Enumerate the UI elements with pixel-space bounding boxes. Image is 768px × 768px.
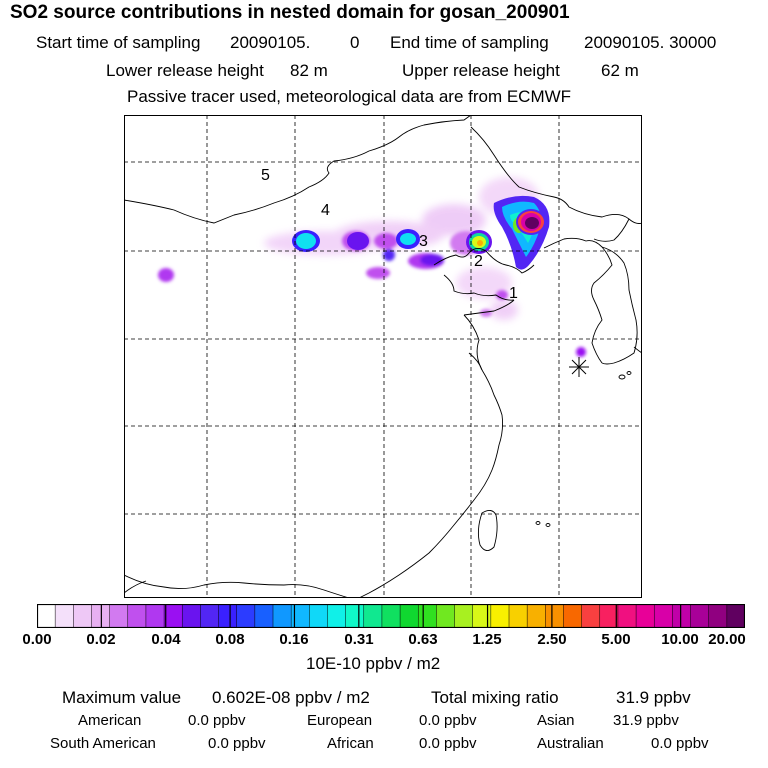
region-label-5: 5 bbox=[261, 167, 270, 184]
australian-value: 0.0 ppbv bbox=[651, 735, 709, 752]
colorbar-cell bbox=[708, 604, 728, 628]
colorbar-cell bbox=[145, 604, 165, 628]
lower-release-label: Lower release height bbox=[106, 61, 264, 80]
colorbar-cell bbox=[599, 604, 619, 628]
start-time-value: 20090105. bbox=[230, 33, 311, 52]
colorbar-cell bbox=[218, 604, 238, 628]
colorbar-unit: 10E-10 ppbv / m2 bbox=[306, 654, 441, 673]
american-label: American bbox=[78, 712, 142, 729]
colorbar-cell bbox=[726, 604, 745, 628]
colorbar-tick-7: 1.25 bbox=[472, 631, 502, 648]
colorbar-cell bbox=[327, 604, 347, 628]
colorbar-cell bbox=[490, 604, 510, 628]
colorbar-cell bbox=[399, 604, 419, 628]
start-time-hour: 0 bbox=[350, 33, 360, 52]
coastlines-borders bbox=[124, 115, 642, 598]
end-time-label: End time of sampling bbox=[390, 33, 549, 52]
colorbar-tick-10: 10.00 bbox=[661, 631, 699, 648]
colorbar-frame bbox=[37, 604, 745, 628]
colorbar-tick-6: 0.63 bbox=[408, 631, 438, 648]
colorbar-major-dividers bbox=[100, 604, 682, 628]
region-label-3: 3 bbox=[419, 233, 428, 250]
colorbar-cell bbox=[363, 604, 383, 628]
colorbar-cell bbox=[417, 604, 438, 628]
colorbar-cell bbox=[563, 604, 583, 628]
colorbar-tick-3: 0.08 bbox=[215, 631, 245, 648]
colorbar-cell bbox=[236, 604, 256, 628]
colorbar-cells bbox=[37, 604, 745, 628]
colorbar-cell bbox=[200, 604, 220, 628]
colorbar-cell bbox=[127, 604, 147, 628]
european-label: European bbox=[307, 712, 373, 729]
receptor-asterisk-icon bbox=[569, 357, 589, 377]
colorbar-cell bbox=[254, 604, 274, 628]
map-panel: 5 4 3 2 1 bbox=[124, 115, 642, 598]
lower-release-value: 82 m bbox=[290, 61, 328, 80]
colorbar-tick-2: 0.04 bbox=[151, 631, 181, 648]
colorbar-cell bbox=[181, 604, 202, 628]
colorbar-cell bbox=[109, 604, 129, 628]
max-value-label: Maximum value bbox=[62, 688, 182, 707]
colorbar-cell bbox=[472, 604, 492, 628]
colorbar-cell bbox=[653, 604, 674, 628]
colorbar-tick-0: 0.00 bbox=[22, 631, 52, 648]
upper-release-label: Upper release height bbox=[402, 61, 560, 80]
african-label: African bbox=[327, 735, 374, 752]
total-mixing-value: 31.9 ppbv bbox=[616, 688, 691, 707]
colorbar-cell bbox=[617, 604, 637, 628]
colorbar-cell bbox=[508, 604, 528, 628]
colorbar-tick-11: 20.00 bbox=[708, 631, 746, 648]
region-label-1: 1 bbox=[509, 285, 518, 302]
colorbar-cell bbox=[581, 604, 601, 628]
colorbar-cell bbox=[381, 604, 401, 628]
asian-label: Asian bbox=[537, 712, 575, 729]
colorbar-cell bbox=[309, 604, 329, 628]
start-time-label: Start time of sampling bbox=[36, 33, 201, 52]
total-mixing-label: Total mixing ratio bbox=[431, 688, 559, 707]
colorbar-cell bbox=[454, 604, 474, 628]
colorbar-cell bbox=[345, 604, 365, 628]
colorbar bbox=[37, 604, 745, 628]
colorbar-cell bbox=[73, 604, 93, 628]
colorbar-cell bbox=[672, 604, 692, 628]
colorbar-cell bbox=[54, 604, 75, 628]
plot-title: SO2 source contributions in nested domai… bbox=[10, 2, 570, 23]
australian-label: Australian bbox=[537, 735, 604, 752]
concentration-plume bbox=[158, 177, 586, 357]
south-american-label: South American bbox=[50, 735, 156, 752]
tracer-note: Passive tracer used, meteorological data… bbox=[127, 87, 572, 106]
region-label-4: 4 bbox=[321, 202, 330, 219]
colorbar-tick-4: 0.16 bbox=[279, 631, 309, 648]
region-labels: 5 4 3 2 1 bbox=[261, 167, 518, 302]
colorbar-tick-1: 0.02 bbox=[86, 631, 116, 648]
colorbar-tick-8: 2.50 bbox=[537, 631, 567, 648]
european-value: 0.0 ppbv bbox=[419, 712, 477, 729]
max-value: 0.602E-08 ppbv / m2 bbox=[212, 688, 370, 707]
asian-value: 31.9 ppbv bbox=[613, 712, 679, 729]
colorbar-cell bbox=[635, 604, 655, 628]
region-label-2: 2 bbox=[474, 253, 483, 270]
colorbar-cell bbox=[545, 604, 565, 628]
upper-release-value: 62 m bbox=[601, 61, 639, 80]
graticule bbox=[124, 115, 642, 598]
colorbar-cell bbox=[436, 604, 456, 628]
colorbar-tick-5: 0.31 bbox=[344, 631, 374, 648]
colorbar-cell bbox=[272, 604, 292, 628]
map-frame bbox=[124, 115, 642, 598]
south-american-value: 0.0 ppbv bbox=[208, 735, 266, 752]
american-value: 0.0 ppbv bbox=[188, 712, 246, 729]
colorbar-cell bbox=[526, 604, 547, 628]
end-time-value: 20090105. 30000 bbox=[584, 33, 717, 52]
african-value: 0.0 ppbv bbox=[419, 735, 477, 752]
colorbar-cell bbox=[690, 604, 710, 628]
colorbar-cell bbox=[163, 604, 183, 628]
colorbar-cell bbox=[37, 604, 56, 628]
colorbar-tick-9: 5.00 bbox=[601, 631, 631, 648]
